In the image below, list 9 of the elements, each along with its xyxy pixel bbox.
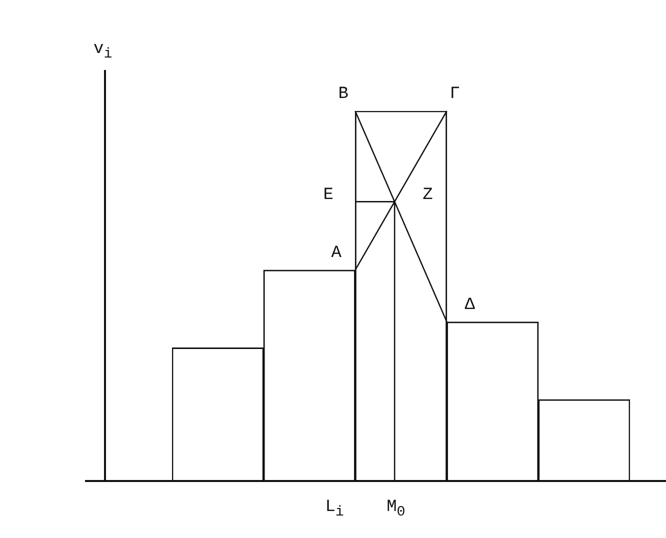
text: L$_{i}$ — [325, 498, 344, 520]
text: B — [338, 85, 348, 104]
annotation: A — [331, 244, 342, 264]
annotation: E — [323, 186, 334, 206]
text: Γ — [450, 85, 460, 104]
annotation: Z — [422, 186, 433, 206]
y-axis-title: v$_{i}$ — [94, 40, 112, 62]
text: M$_{0}$ — [386, 498, 406, 520]
annotation: Δ — [464, 296, 475, 315]
